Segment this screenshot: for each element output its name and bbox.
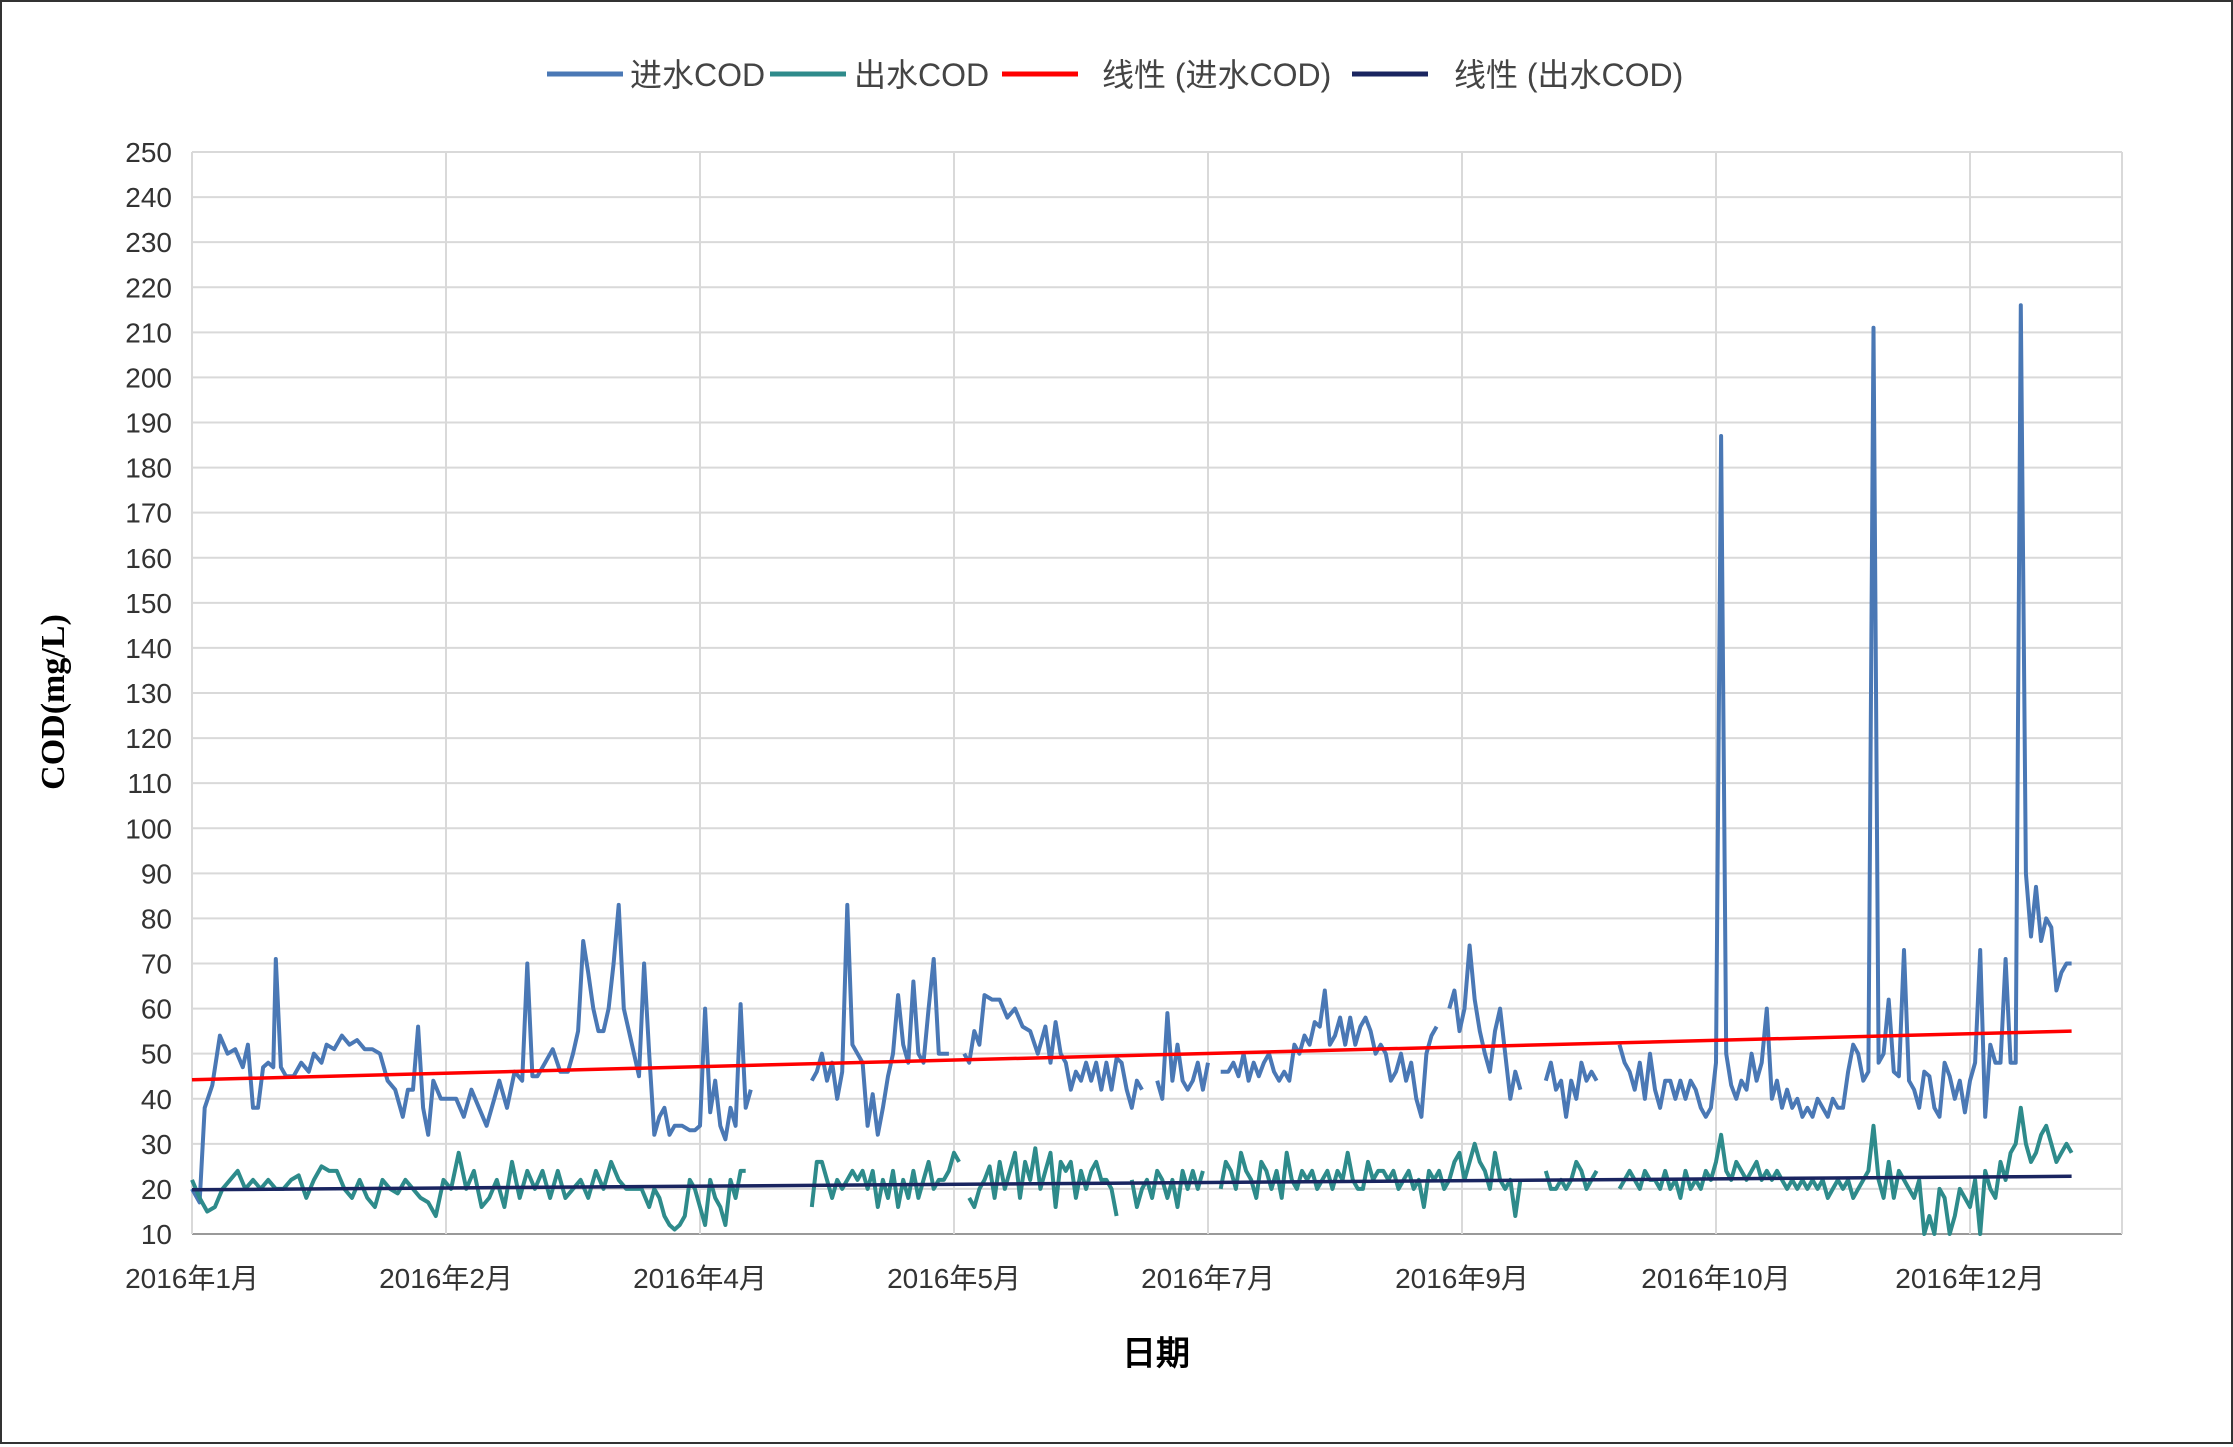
y-tick-label: 210	[125, 317, 172, 348]
y-tick-label: 220	[125, 272, 172, 303]
x-tick-label: 2016年1月	[125, 1263, 259, 1294]
series-line-segment	[1543, 1060, 1599, 1119]
series-line-segment	[810, 902, 949, 1137]
y-tick-label: 100	[125, 813, 172, 844]
y-tick-label: 110	[127, 768, 172, 799]
y-tick-label: 60	[141, 994, 172, 1025]
legend-label: 线性 (进水COD)	[1102, 57, 1331, 93]
series-line-segment	[1220, 988, 1439, 1119]
series-1	[190, 1105, 2074, 1236]
y-tick-label: 150	[125, 588, 172, 619]
y-tick-label: 140	[125, 633, 172, 664]
y-tick-label: 180	[125, 453, 172, 484]
y-axis-title: COD(mg/L)	[35, 614, 72, 790]
series-0	[190, 303, 2072, 1205]
y-tick-label: 20	[141, 1174, 172, 1205]
series-line-segment	[191, 1174, 2072, 1192]
x-tick-label: 2016年7月	[1141, 1263, 1275, 1294]
y-tick-label: 190	[125, 408, 172, 439]
y-tick-label: 50	[141, 1039, 172, 1070]
y-tick-label: 250	[125, 137, 172, 168]
series-line-segment	[809, 1150, 961, 1209]
x-tick-label: 2016年10月	[1641, 1263, 1790, 1294]
x-tick-label: 2016年2月	[379, 1263, 513, 1294]
series-3	[191, 1174, 2072, 1192]
legend-label: 进水COD	[630, 57, 765, 93]
series-line-segment	[1218, 1141, 1523, 1218]
grid	[191, 151, 2123, 1235]
x-tick-labels: 2016年1月 2016年2月 2016年4月 2016年5月 2016年7月 2016年…	[125, 1263, 2045, 1294]
series-line-segment	[1617, 303, 2072, 1119]
x-tick-label: 2016年12月	[1895, 1263, 2044, 1294]
series-line-segment	[1447, 943, 1523, 1101]
series-2	[191, 1029, 2072, 1082]
x-tick-label: 2016年9月	[1395, 1263, 1529, 1294]
y-tick-label: 130	[125, 678, 172, 709]
x-tick-label: 2016年4月	[633, 1263, 767, 1294]
series-line-segment	[1129, 1168, 1205, 1209]
y-tick-label: 90	[141, 858, 172, 889]
y-tick-label: 70	[141, 949, 172, 980]
series-line-segment	[962, 993, 1144, 1110]
y-tick-label: 120	[125, 723, 172, 754]
y-tick-label: 80	[141, 903, 172, 934]
legend: 进水COD 出水COD 线性 (进水COD) 线性 (出水COD)	[547, 57, 1683, 93]
y-tick-label: 30	[141, 1129, 172, 1160]
y-tick-labels: 10 20 30 40 50 60 70 80 90 100 110 120 130 140 150 160 1…	[125, 137, 172, 1250]
series-line-segment	[191, 1029, 2072, 1082]
legend-label: 线性 (出水COD)	[1454, 57, 1683, 93]
y-tick-label: 40	[141, 1084, 172, 1115]
y-tick-label: 170	[125, 498, 172, 529]
legend-label: 出水COD	[854, 57, 989, 93]
x-axis-title: 日期	[1122, 1336, 1190, 1373]
series-line-segment	[1155, 1011, 1210, 1101]
series-line-segment	[1617, 1105, 2074, 1236]
series-line-segment	[967, 1146, 1119, 1217]
y-tick-label: 10	[141, 1219, 172, 1250]
series-line-segment	[1543, 1159, 1599, 1191]
y-tick-label: 200	[125, 362, 172, 393]
y-tick-label: 230	[125, 227, 172, 258]
series-line-segment	[190, 1150, 746, 1232]
y-tick-label: 240	[125, 182, 172, 213]
series-lines	[190, 303, 2074, 1236]
x-tick-label: 2016年5月	[887, 1263, 1021, 1294]
y-tick-label: 160	[125, 543, 172, 574]
series-line-segment	[190, 902, 753, 1205]
